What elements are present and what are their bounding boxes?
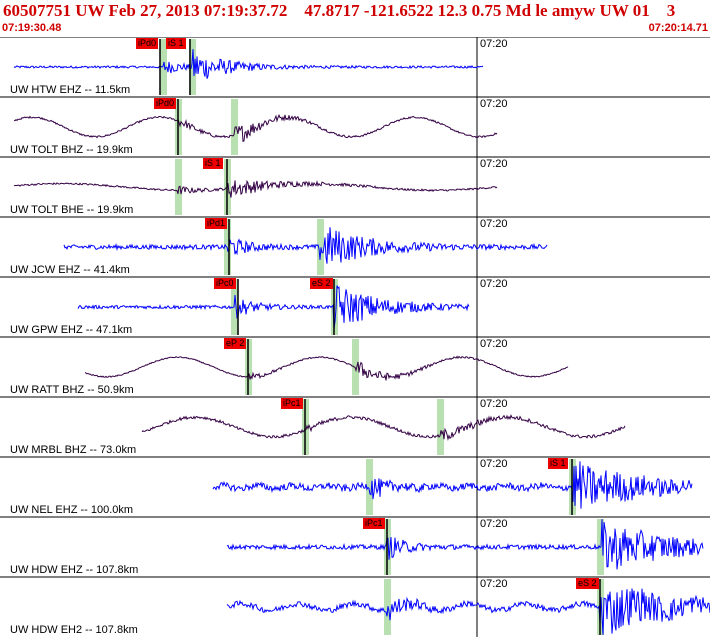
trace-row — [0, 456, 710, 517]
station-label: UW RATT BHZ -- 50.9km — [10, 384, 134, 396]
pick-label[interactable]: eS 2 — [310, 278, 333, 289]
station-label: UW HTW EHZ -- 11.5km — [10, 84, 131, 96]
pick-label[interactable]: eP 2 — [224, 338, 247, 349]
waveform — [141, 414, 626, 441]
pick-label[interactable]: iS 1 — [548, 458, 568, 469]
trace-labels-layer: UW HTW EHZ -- 11.5km 07:20 iPd0 iS 1 UW TOLT… — [0, 37, 710, 638]
pick-label[interactable]: iPd0 — [136, 38, 159, 49]
station-label: UW HDW EH2 -- 107.8km — [10, 624, 138, 636]
minute-label: 07:20 — [480, 278, 508, 290]
waveform — [84, 355, 569, 381]
minute-label: 07:20 — [480, 518, 508, 530]
pick-label[interactable]: iPc1 — [363, 518, 385, 529]
trace-row — [0, 96, 710, 157]
trace-row — [0, 516, 710, 577]
minute-label: 07:20 — [480, 458, 508, 470]
station-label: UW GPW EHZ -- 47.1km — [10, 324, 133, 336]
seismogram-panel: UW HTW EHZ -- 11.5km 07:20 iPd0 iS 1 UW TOLT… — [0, 37, 710, 638]
minute-label: 07:20 — [480, 398, 508, 410]
pick-label[interactable]: eS 2 — [576, 578, 599, 589]
s-window-band — [437, 399, 444, 455]
trace-row — [0, 37, 710, 97]
waveform — [13, 113, 498, 143]
minute-label: 07:20 — [480, 98, 508, 110]
station-label: UW TOLT BHE -- 19.9km — [10, 204, 134, 216]
station-label: UW NEL EHZ -- 100.0km — [10, 504, 134, 516]
station-label: UW MRBL BHZ -- 73.0km — [10, 444, 137, 456]
pick-label[interactable]: iS 1 — [166, 38, 186, 49]
p-window-band — [224, 219, 231, 275]
window-end-time: 07:20:14.71 — [648, 22, 708, 34]
minute-label: 07:20 — [480, 578, 508, 590]
minute-label: 07:20 — [480, 38, 508, 50]
pick-label[interactable]: iPd1 — [205, 218, 228, 229]
waveform — [226, 519, 704, 570]
minute-label: 07:20 — [480, 338, 508, 350]
seismogram-canvas — [0, 37, 710, 637]
station-label: UW TOLT BHZ -- 19.9km — [10, 144, 133, 156]
s-window-band — [189, 39, 196, 95]
minute-label: 07:20 — [480, 158, 508, 170]
pick-label[interactable]: iPc1 — [281, 398, 303, 409]
minute-label: 07:20 — [480, 218, 508, 230]
trace-row — [0, 396, 710, 457]
event-title: 60507751 UW Feb 27, 2013 07:19:37.72 47.… — [3, 1, 676, 20]
s-window-band — [317, 219, 324, 275]
waveform — [226, 588, 710, 635]
trace-row — [0, 576, 710, 637]
s-window-band — [231, 99, 238, 155]
event-header: 60507751 UW Feb 27, 2013 07:19:37.72 47.… — [0, 0, 710, 36]
s-window-band — [352, 339, 359, 395]
pick-label[interactable]: iPc0 — [214, 278, 236, 289]
trace-row — [0, 156, 710, 217]
p-window-band — [160, 39, 167, 95]
station-label: UW JCW EHZ -- 41.4km — [10, 264, 130, 276]
waveform — [77, 285, 470, 329]
window-start-time: 07:19:30.48 — [2, 22, 62, 34]
pick-label[interactable]: iPd0 — [154, 98, 177, 109]
waveform — [13, 49, 484, 79]
p-window-band — [366, 459, 373, 515]
trace-row — [0, 216, 710, 277]
station-label: UW HDW EHZ -- 107.8km — [10, 564, 139, 576]
waveform — [63, 227, 548, 264]
trace-row — [0, 336, 710, 397]
pick-label[interactable]: iS 1 — [203, 158, 223, 169]
trace-row — [0, 276, 710, 337]
waveform — [13, 179, 498, 198]
waveform — [212, 461, 693, 509]
